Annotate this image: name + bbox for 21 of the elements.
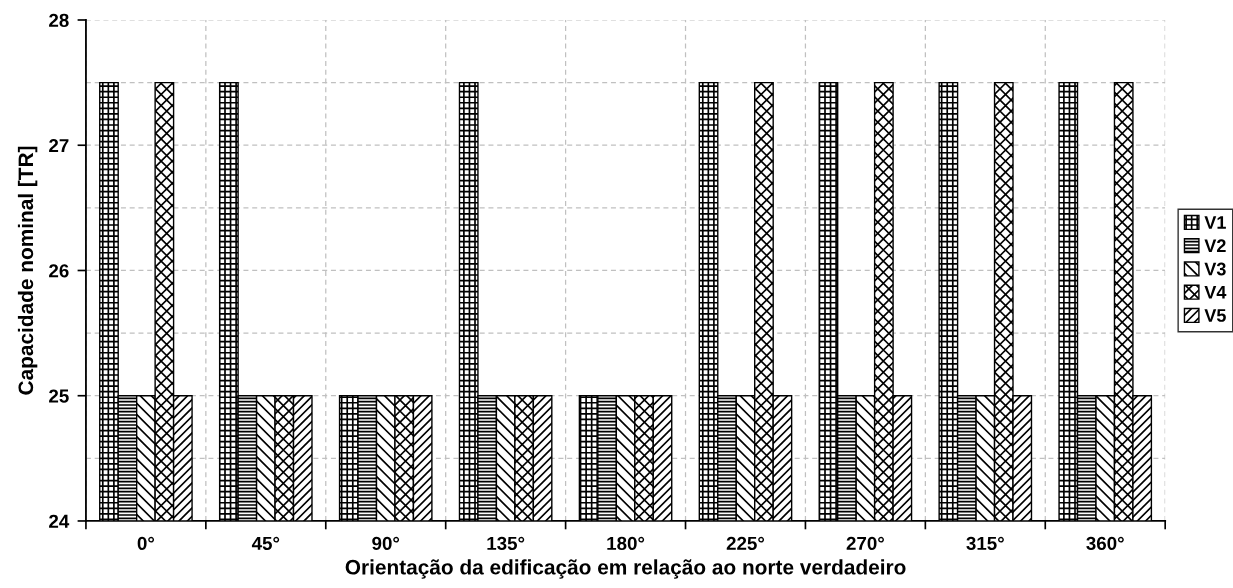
x-tick-label: 270° [846, 536, 884, 551]
x-tick-label: 90° [372, 536, 400, 551]
y-tick-label: 27 [49, 138, 69, 153]
legend-label: V2 [1204, 239, 1226, 252]
y-axis-title: Capacidade nominal [TR] [17, 146, 38, 395]
y-tick-label: 25 [49, 389, 69, 403]
y-tick-label: 28 [49, 13, 69, 27]
legend-label: V3 [1204, 262, 1226, 276]
x-tick-label: 135° [487, 536, 525, 551]
x-tick-label: 315° [966, 536, 1004, 551]
y-tick-label: 24 [49, 514, 70, 528]
x-tick-label: 45° [251, 536, 280, 551]
x-axis-title: Orientação da edificação em relação ao norte verdadeiro [345, 559, 906, 579]
legend-label: V4 [1204, 286, 1227, 299]
y-tick-label: 26 [49, 264, 69, 278]
legend-label: V5 [1204, 309, 1226, 322]
x-tick-label: 180° [607, 536, 645, 551]
x-tick-label: 225° [726, 536, 765, 551]
legend-label: V1 [1204, 216, 1226, 229]
x-tick-label: 360° [1086, 536, 1124, 551]
x-tick-label: 0° [137, 536, 155, 551]
